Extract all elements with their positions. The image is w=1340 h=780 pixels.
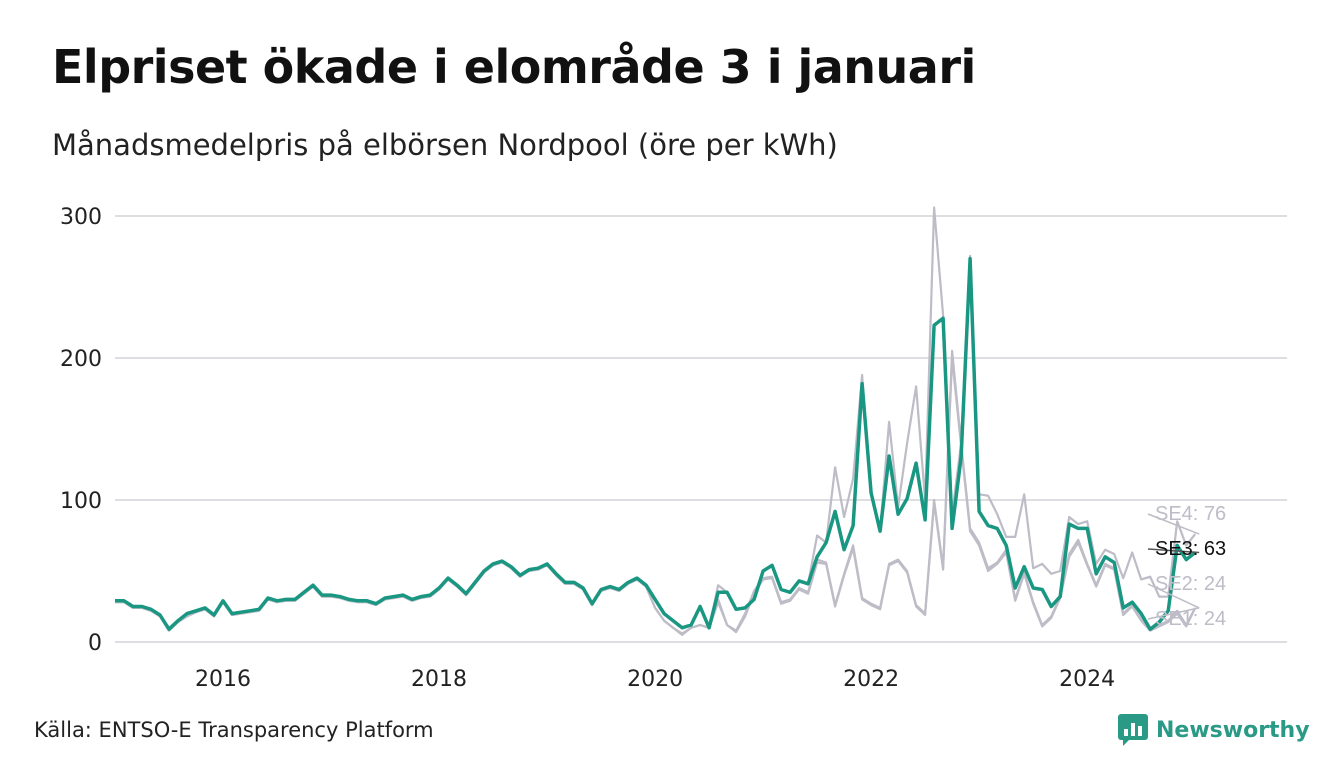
newsworthy-logo: Newsworthy — [1118, 714, 1310, 746]
x-tick-label: 2018 — [411, 667, 467, 692]
x-tick-label: 2022 — [843, 667, 899, 692]
chart-logo-icon — [1118, 714, 1148, 746]
x-tick-label: 2016 — [195, 667, 251, 692]
brand-name: Newsworthy — [1156, 718, 1310, 743]
x-tick-label: 2020 — [627, 667, 683, 692]
y-tick-label: 0 — [88, 631, 102, 656]
y-tick-label: 100 — [60, 489, 102, 514]
y-tick-label: 300 — [60, 205, 102, 230]
series-line-se4 — [115, 208, 1195, 630]
end-label-se3: SE3: 63 — [1155, 538, 1226, 560]
y-tick-label: 200 — [60, 347, 102, 372]
series-line-se3 — [115, 259, 1195, 630]
series-line-se1 — [115, 358, 1195, 635]
end-label-se4: SE4: 76 — [1155, 503, 1226, 525]
line-chart: 0 100 200 300 2016 2018 2020 2022 2024 SE3: 63 S… — [0, 0, 1340, 780]
x-tick-label: 2024 — [1059, 667, 1115, 692]
end-label-se1: SE1: 24 — [1155, 608, 1226, 630]
series-line-se2 — [115, 351, 1195, 634]
source-note: Källa: ENTSO-E Transparency Platform — [34, 718, 434, 742]
end-label-se2: SE2: 24 — [1155, 573, 1226, 595]
